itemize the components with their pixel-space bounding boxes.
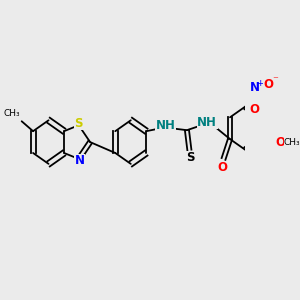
Text: S: S	[74, 117, 83, 130]
Text: NH: NH	[156, 119, 176, 132]
Text: O: O	[250, 103, 260, 116]
Text: ⁻: ⁻	[272, 76, 278, 85]
Text: O: O	[217, 161, 227, 174]
Text: O: O	[263, 78, 273, 91]
Text: O: O	[276, 136, 286, 148]
Text: CH₃: CH₃	[284, 138, 300, 147]
Text: CH₃: CH₃	[3, 109, 20, 118]
Text: N: N	[250, 80, 260, 94]
Text: +: +	[256, 79, 264, 88]
Text: N: N	[74, 154, 85, 167]
Text: S: S	[186, 152, 194, 164]
Text: NH: NH	[197, 116, 217, 129]
